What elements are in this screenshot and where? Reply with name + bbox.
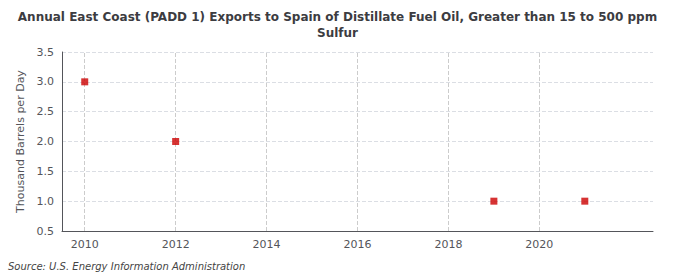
svg-text:3.0: 3.0 <box>37 75 55 88</box>
svg-text:2010: 2010 <box>71 238 99 251</box>
svg-text:Thousand Barrels per Day: Thousand Barrels per Day <box>14 70 27 214</box>
svg-text:Annual East Coast (PADD 1) Exp: Annual East Coast (PADD 1) Exports to Sp… <box>18 10 657 24</box>
svg-text:2012: 2012 <box>162 238 190 251</box>
svg-text:Source: U.S. Energy Informatio: Source: U.S. Energy Information Administ… <box>8 261 245 272</box>
svg-text:Sulfur: Sulfur <box>317 26 358 40</box>
svg-text:2018: 2018 <box>434 238 462 251</box>
svg-text:1.5: 1.5 <box>37 165 55 178</box>
svg-text:2020: 2020 <box>525 238 553 251</box>
svg-text:1.0: 1.0 <box>37 195 55 208</box>
svg-text:2014: 2014 <box>253 238 281 251</box>
svg-text:2016: 2016 <box>344 238 372 251</box>
svg-text:2.0: 2.0 <box>37 135 55 148</box>
svg-text:3.5: 3.5 <box>37 46 55 59</box>
svg-text:0.5: 0.5 <box>37 225 55 238</box>
svg-text:2.5: 2.5 <box>37 105 55 118</box>
